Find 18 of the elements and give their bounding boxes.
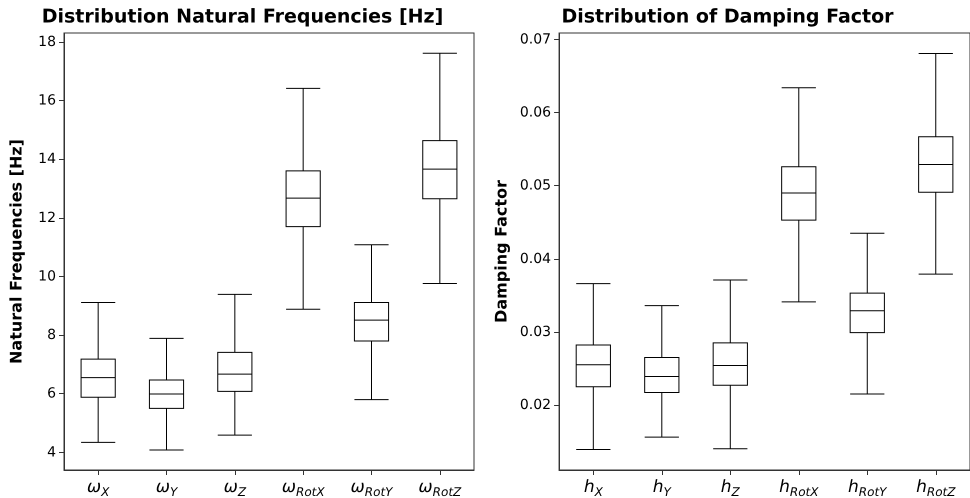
y-tick-label: 0.07 bbox=[520, 32, 552, 48]
y-tick-label: 18 bbox=[38, 34, 56, 50]
y-tick-label: 10 bbox=[38, 268, 56, 284]
y-tick-label: 0.06 bbox=[520, 104, 552, 121]
y-tick-label: 0.03 bbox=[520, 324, 552, 340]
y-tick-label: 4 bbox=[47, 444, 56, 460]
y-tick-label: 16 bbox=[38, 92, 56, 108]
y-axis-title: Damping Factor bbox=[492, 180, 510, 323]
y-tick-label: 12 bbox=[38, 210, 56, 226]
y-tick-label: 14 bbox=[38, 151, 56, 168]
y-tick-label: 6 bbox=[47, 386, 56, 402]
y-tick-label: 0.02 bbox=[520, 396, 552, 413]
chart-title: Distribution Natural Frequencies [Hz] bbox=[42, 6, 444, 28]
y-tick-label: 8 bbox=[47, 327, 56, 344]
y-tick-label: 0.05 bbox=[520, 178, 552, 194]
y-tick-label: 0.04 bbox=[520, 250, 552, 267]
chart-title: Distribution of Damping Factor bbox=[561, 6, 894, 28]
y-axis-title: Natural Frequencies [Hz] bbox=[6, 139, 26, 364]
